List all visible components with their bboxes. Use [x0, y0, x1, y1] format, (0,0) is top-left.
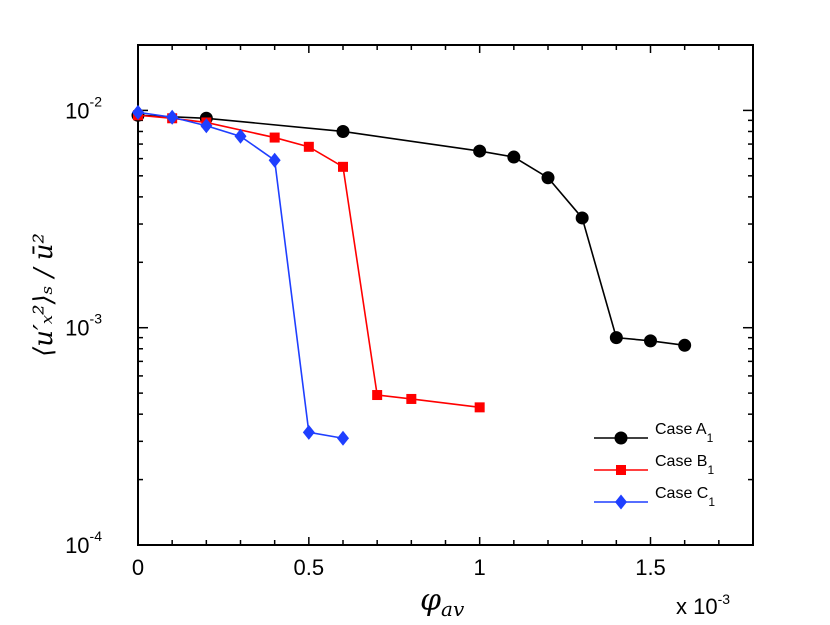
series-c — [132, 104, 349, 446]
data-point — [337, 430, 349, 446]
legend-name: Case C — [655, 485, 708, 502]
x-tick-label: 1.5 — [635, 555, 666, 580]
x-tick-label: 0.5 — [294, 555, 325, 580]
legend-name: Case B — [655, 453, 707, 470]
data-point — [406, 393, 417, 404]
data-point — [269, 132, 280, 143]
x-tick-label: 1 — [474, 555, 486, 580]
legend-marker — [616, 465, 626, 475]
y-tick-exponent: -2 — [90, 93, 103, 109]
x-tick-labels: 0 0.5 1 1.5 — [132, 555, 666, 580]
data-point — [644, 334, 657, 348]
legend-marker — [615, 494, 627, 510]
legend-label: Case A1 — [655, 421, 714, 445]
data-point — [609, 331, 623, 345]
data-point — [474, 402, 485, 413]
x-tick-label: 0 — [132, 555, 144, 580]
series-line — [137, 114, 685, 347]
data-point — [200, 118, 213, 134]
legend-item: Case A1 — [594, 421, 714, 445]
data-point — [473, 144, 487, 158]
data-point — [372, 390, 383, 401]
legend-marker — [614, 431, 628, 445]
data-point — [541, 171, 555, 185]
legend-label: Case B1 — [655, 453, 714, 477]
y-tick-base: 10 — [65, 533, 89, 558]
data-point — [302, 424, 315, 440]
y-tick-label: 10-2 — [65, 93, 102, 123]
y-axis-label: ⟨u′ₓ²⟩ₛ / ū² — [29, 233, 59, 357]
x-axis-label-subscript: av — [441, 597, 465, 621]
legend-name: Case A — [655, 421, 707, 438]
series-layer — [131, 104, 692, 446]
y-tick-base: 10 — [65, 98, 89, 123]
data-point — [336, 124, 350, 138]
legend-subscript: 1 — [707, 431, 714, 445]
legend-item: Case B1 — [594, 453, 714, 477]
data-point — [338, 161, 348, 172]
data-point — [234, 128, 247, 144]
y-tick-label: 10-3 — [65, 311, 102, 341]
data-point — [507, 150, 521, 164]
x-multiplier-base: x 10 — [676, 594, 718, 619]
y-tick-exponent: -4 — [90, 528, 103, 544]
x-multiplier-exponent: -3 — [718, 591, 731, 607]
data-point — [268, 152, 281, 168]
data-point — [166, 109, 179, 125]
x-axis-label: φav — [420, 583, 465, 621]
data-point — [303, 141, 314, 152]
y-tick-label: 10-4 — [65, 528, 102, 558]
data-point — [575, 211, 589, 225]
legend-subscript: 1 — [707, 463, 714, 477]
y-tick-exponent: -3 — [90, 311, 103, 327]
data-point — [678, 338, 692, 352]
x-axis-label-symbol: φ — [420, 583, 441, 618]
legend-subscript: 1 — [708, 495, 715, 509]
y-tick-labels: 10-210-310-4 — [65, 93, 102, 558]
data-point — [132, 104, 144, 120]
axis-ticks — [137, 44, 754, 546]
plot-area — [137, 44, 754, 546]
legend-item: Case C1 — [594, 485, 715, 510]
x-multiplier: x 10-3 — [676, 591, 730, 619]
legend-label: Case C1 — [655, 485, 715, 509]
y-tick-base: 10 — [65, 316, 89, 341]
